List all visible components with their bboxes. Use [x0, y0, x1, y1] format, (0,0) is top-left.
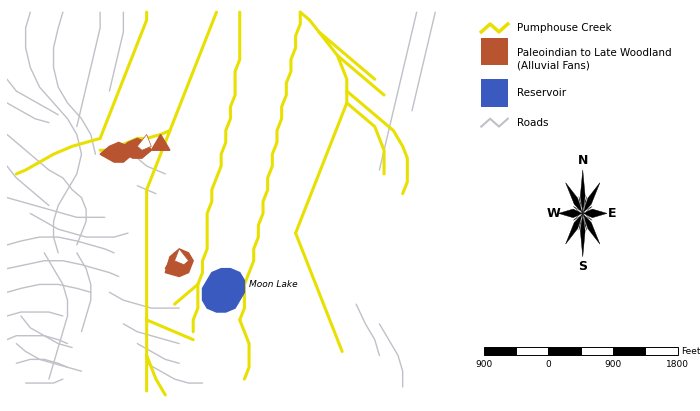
- Text: N: N: [578, 154, 588, 167]
- Text: 900: 900: [604, 360, 622, 369]
- Text: 0: 0: [545, 360, 551, 369]
- Polygon shape: [573, 206, 582, 213]
- Polygon shape: [580, 170, 585, 213]
- Polygon shape: [579, 213, 582, 230]
- Text: S: S: [578, 260, 587, 273]
- Polygon shape: [579, 196, 582, 213]
- Bar: [516, 347, 548, 356]
- Polygon shape: [559, 209, 582, 218]
- Polygon shape: [137, 134, 151, 150]
- Text: W: W: [546, 207, 560, 220]
- Text: Paleoindian to Late Woodland
(Alluvial Fans): Paleoindian to Late Woodland (Alluvial F…: [517, 48, 671, 71]
- Polygon shape: [582, 206, 592, 213]
- Polygon shape: [582, 213, 587, 230]
- Polygon shape: [566, 183, 582, 213]
- Text: Roads: Roads: [517, 118, 548, 128]
- Polygon shape: [566, 213, 582, 244]
- Text: Moon Lake: Moon Lake: [249, 280, 298, 289]
- Polygon shape: [582, 213, 600, 244]
- Polygon shape: [202, 269, 244, 312]
- Text: E: E: [608, 207, 617, 220]
- Polygon shape: [100, 142, 133, 162]
- Bar: [482, 38, 508, 65]
- Polygon shape: [165, 249, 193, 277]
- Text: Feet: Feet: [681, 346, 700, 356]
- Text: Reservoir: Reservoir: [517, 88, 566, 98]
- Polygon shape: [119, 139, 151, 158]
- Polygon shape: [582, 213, 592, 220]
- Polygon shape: [165, 253, 184, 269]
- Bar: [482, 79, 508, 107]
- Text: 1800: 1800: [666, 360, 689, 369]
- Polygon shape: [151, 134, 170, 150]
- Polygon shape: [573, 213, 582, 220]
- Bar: [645, 347, 678, 356]
- Bar: [548, 347, 580, 356]
- Polygon shape: [174, 249, 188, 265]
- Polygon shape: [582, 183, 600, 213]
- Bar: [580, 347, 613, 356]
- Bar: [613, 347, 645, 356]
- Text: Pumphouse Creek: Pumphouse Creek: [517, 23, 611, 33]
- Polygon shape: [582, 209, 607, 218]
- Bar: [484, 347, 516, 356]
- Text: 900: 900: [475, 360, 492, 369]
- Polygon shape: [582, 196, 587, 213]
- Polygon shape: [580, 213, 585, 257]
